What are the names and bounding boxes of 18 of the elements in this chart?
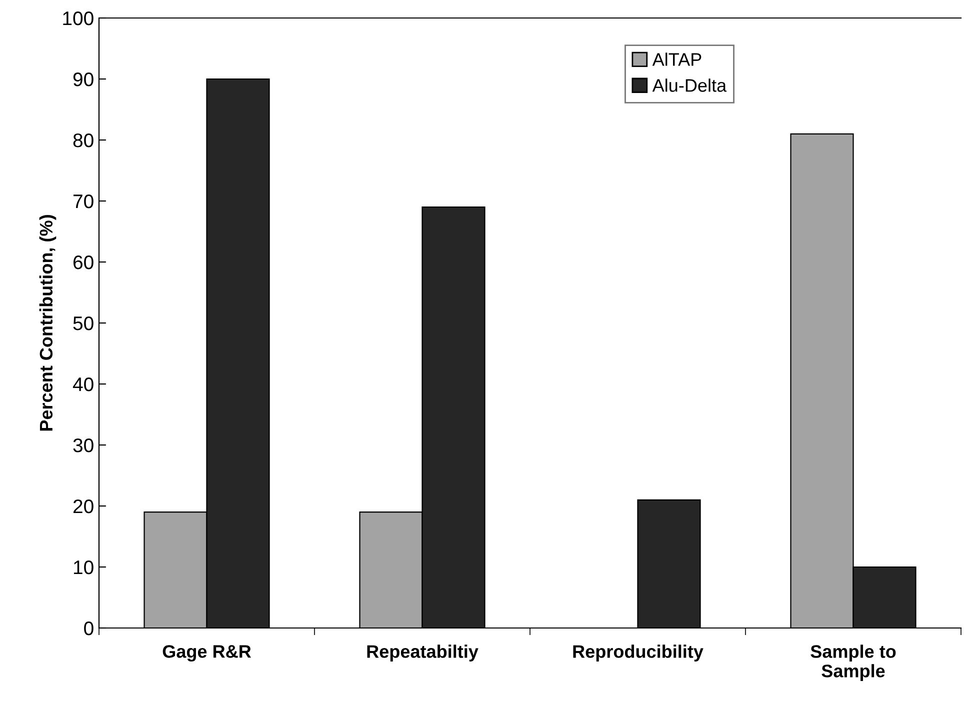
y-tick-label: 100	[63, 11, 94, 26]
x-tick-label: Repeatabiltiy	[367, 644, 478, 662]
y-tick-label: 90	[73, 72, 94, 86]
y-tick-label: 60	[74, 255, 94, 270]
x-tick-label: Sample to Sample	[810, 644, 896, 681]
y-tick-label: 10	[74, 560, 94, 574]
legend-label: Alu-Delta	[652, 78, 727, 92]
legend-label: AlTAP	[652, 52, 702, 66]
x-tick-label: Reproducibility	[573, 644, 704, 662]
y-tick-label: 20	[73, 499, 94, 514]
y-tick-label: 0	[84, 621, 94, 636]
y-tick-label: 30	[73, 438, 94, 452]
x-tick-label: Gage R&R	[162, 645, 252, 662]
y-axis-title: Percent Contribution, (%)	[39, 215, 56, 431]
y-tick-label: 70	[74, 194, 94, 208]
y-tick-label: 50	[73, 316, 94, 330]
y-tick-label: 80	[73, 133, 94, 148]
y-tick-label: 40	[72, 377, 94, 392]
